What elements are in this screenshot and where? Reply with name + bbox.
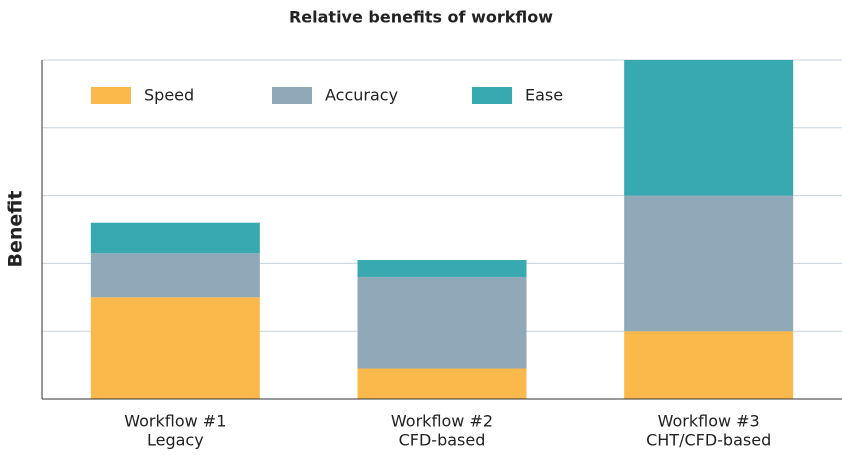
legend-label: Speed [144, 86, 194, 105]
legend-swatch [91, 87, 131, 104]
bar-segment [357, 276, 527, 369]
x-tick-label: CHT/CFD-based [646, 431, 771, 450]
legend-label: Accuracy [325, 86, 398, 105]
x-tick-label: Workflow #2 [391, 412, 493, 431]
legend-label: Ease [525, 86, 563, 105]
chart-title: Relative benefits of workflow [289, 8, 553, 27]
legend-swatch [272, 87, 312, 104]
x-tick-label: Workflow #3 [658, 412, 760, 431]
x-tick-label: Legacy [147, 431, 204, 450]
bar-segment [90, 297, 260, 399]
bar-segment [357, 260, 527, 277]
bar-segment [624, 60, 794, 196]
x-tick-label: Workflow #1 [124, 412, 226, 431]
x-tick-label: CFD-based [399, 431, 486, 450]
y-axis-label: Benefit [5, 191, 27, 268]
bar-segment [90, 222, 260, 254]
bar-segment [624, 331, 794, 399]
bar-segment [90, 253, 260, 298]
bar-segment [357, 368, 527, 399]
legend-swatch [472, 87, 512, 104]
bar-segment [624, 195, 794, 332]
